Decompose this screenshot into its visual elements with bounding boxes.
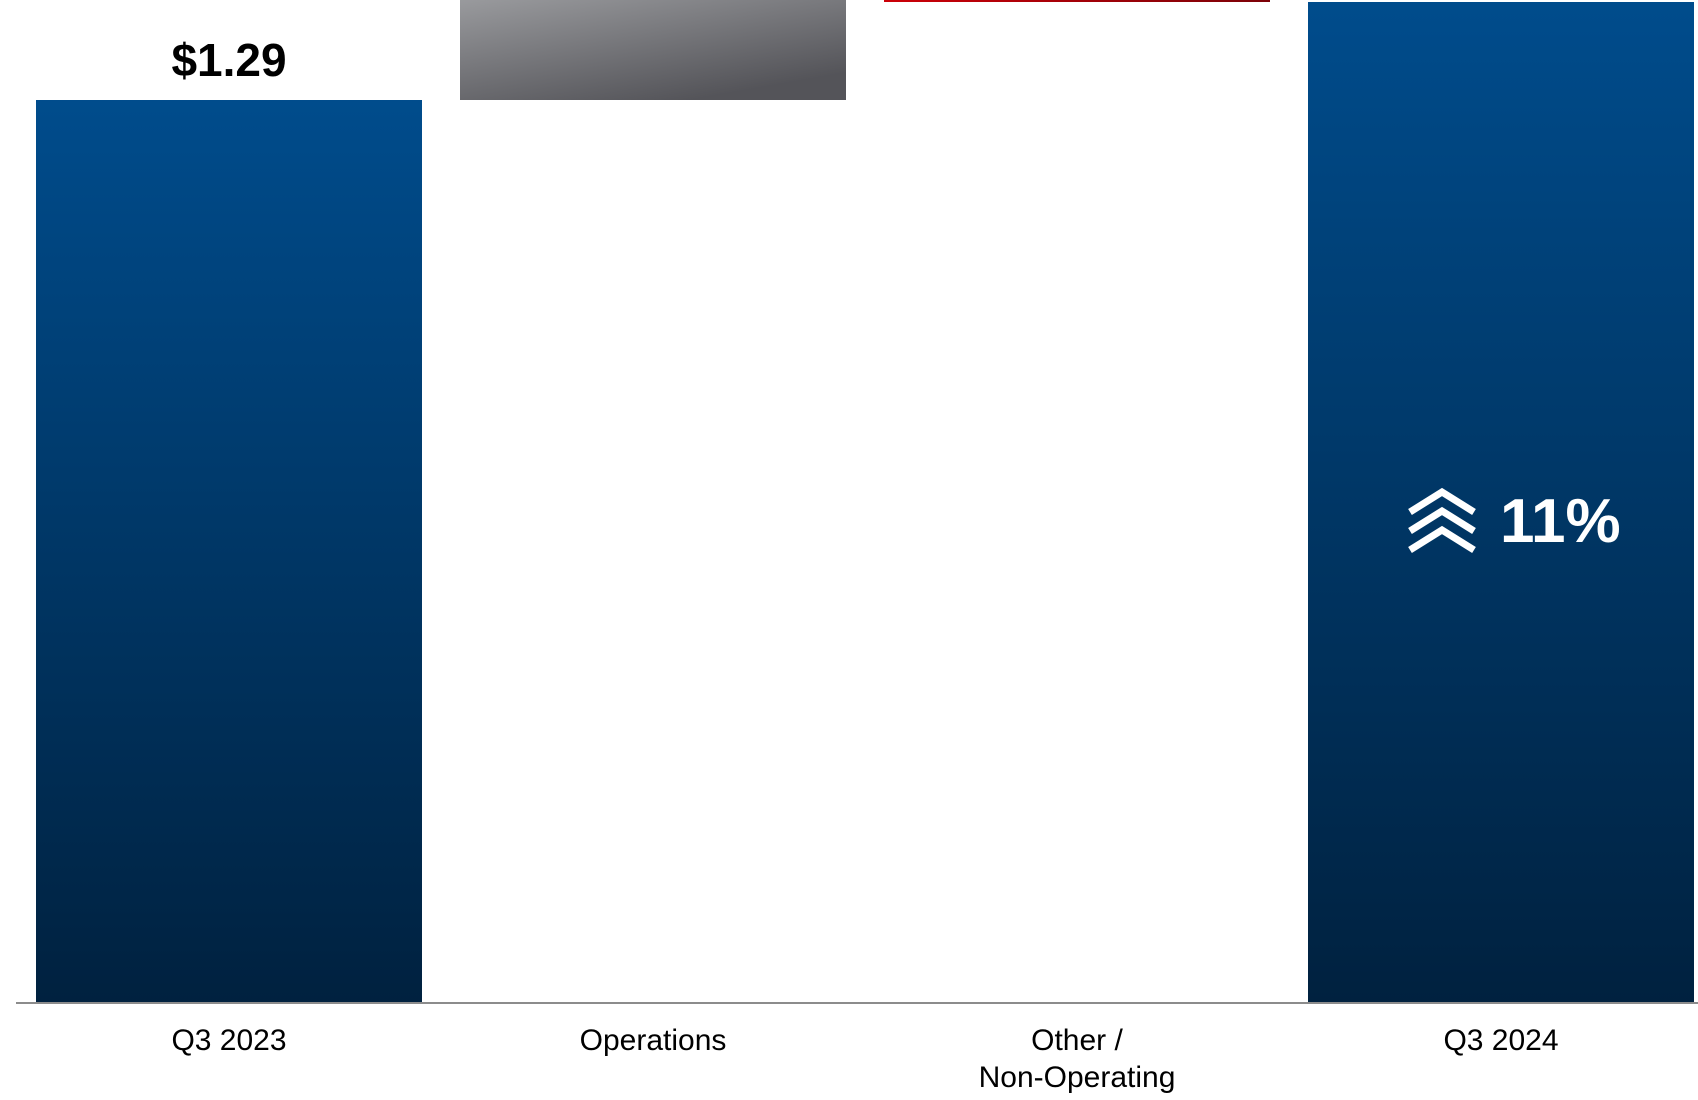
category-label: Other / Non-Operating	[979, 1024, 1176, 1094]
growth-percent-label: 11%	[1500, 487, 1621, 556]
category-label: Q3 2024	[1443, 1024, 1558, 1057]
category-label: Operations	[580, 1024, 727, 1057]
bar-q3-2023	[36, 100, 422, 1003]
bar-q3-2024	[1308, 2, 1694, 1003]
bar-operations	[460, 0, 846, 100]
category-label: Q3 2023	[171, 1024, 286, 1057]
double-chevron-up-icon	[1408, 487, 1476, 553]
annotation-layer: 11%	[1408, 487, 1621, 556]
value-label: $1.29	[171, 34, 286, 86]
bars-layer	[36, 0, 1694, 1003]
bar-other-non-operating	[884, 0, 1270, 2]
